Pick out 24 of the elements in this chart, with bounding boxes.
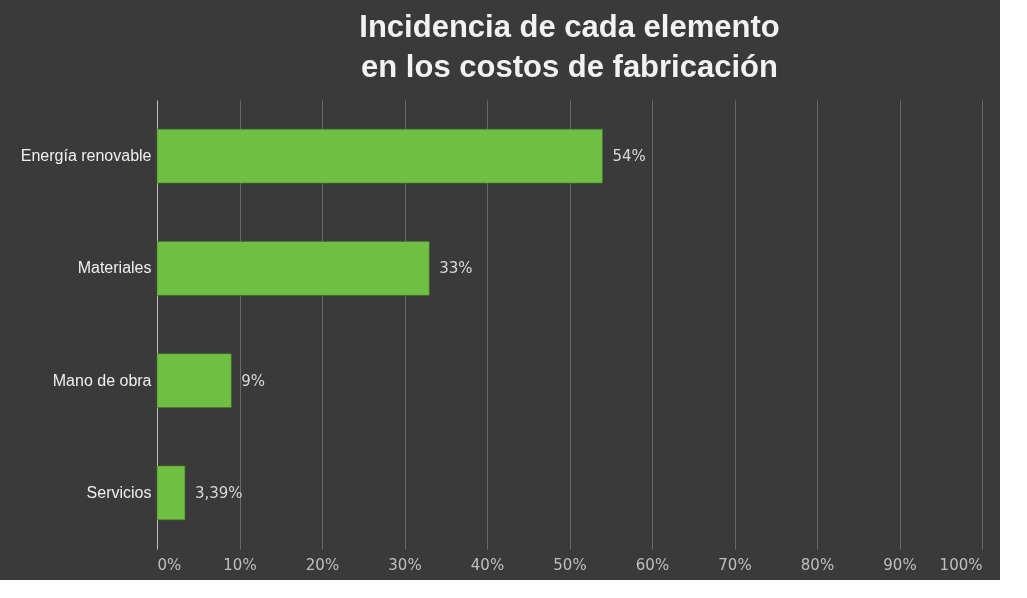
data-label: 9% (241, 371, 266, 390)
x-tick-label: 60% (635, 555, 670, 574)
bar (156, 128, 603, 184)
x-tick-label: 0% (157, 555, 182, 574)
data-label: 54% (612, 147, 646, 166)
x-tick-label: 20% (305, 555, 340, 574)
x-tick-label: 50% (553, 555, 587, 574)
x-tick-label: 10% (223, 555, 257, 574)
bar (156, 353, 232, 408)
bar (156, 465, 186, 521)
y-tick-label: Energía renovable (20, 147, 152, 165)
x-tick-label: 90% (883, 555, 917, 574)
data-label: 3,39% (194, 483, 243, 502)
x-tick-label: 70% (718, 555, 752, 574)
y-tick-label: Mano de obra (52, 371, 152, 389)
chart-title: Incidencia de cada elemento en los costos de fabricación (359, 9, 780, 84)
data-label: 33% (439, 259, 473, 278)
x-tick-label: 30% (388, 555, 422, 574)
bar (156, 241, 430, 296)
x-tick-label: 80% (800, 555, 835, 574)
y-tick-label: Servicios (86, 483, 152, 501)
x-tick-label: 100% (939, 555, 983, 574)
y-tick-label: Materiales (77, 259, 152, 277)
x-tick-label: 40% (470, 555, 505, 574)
